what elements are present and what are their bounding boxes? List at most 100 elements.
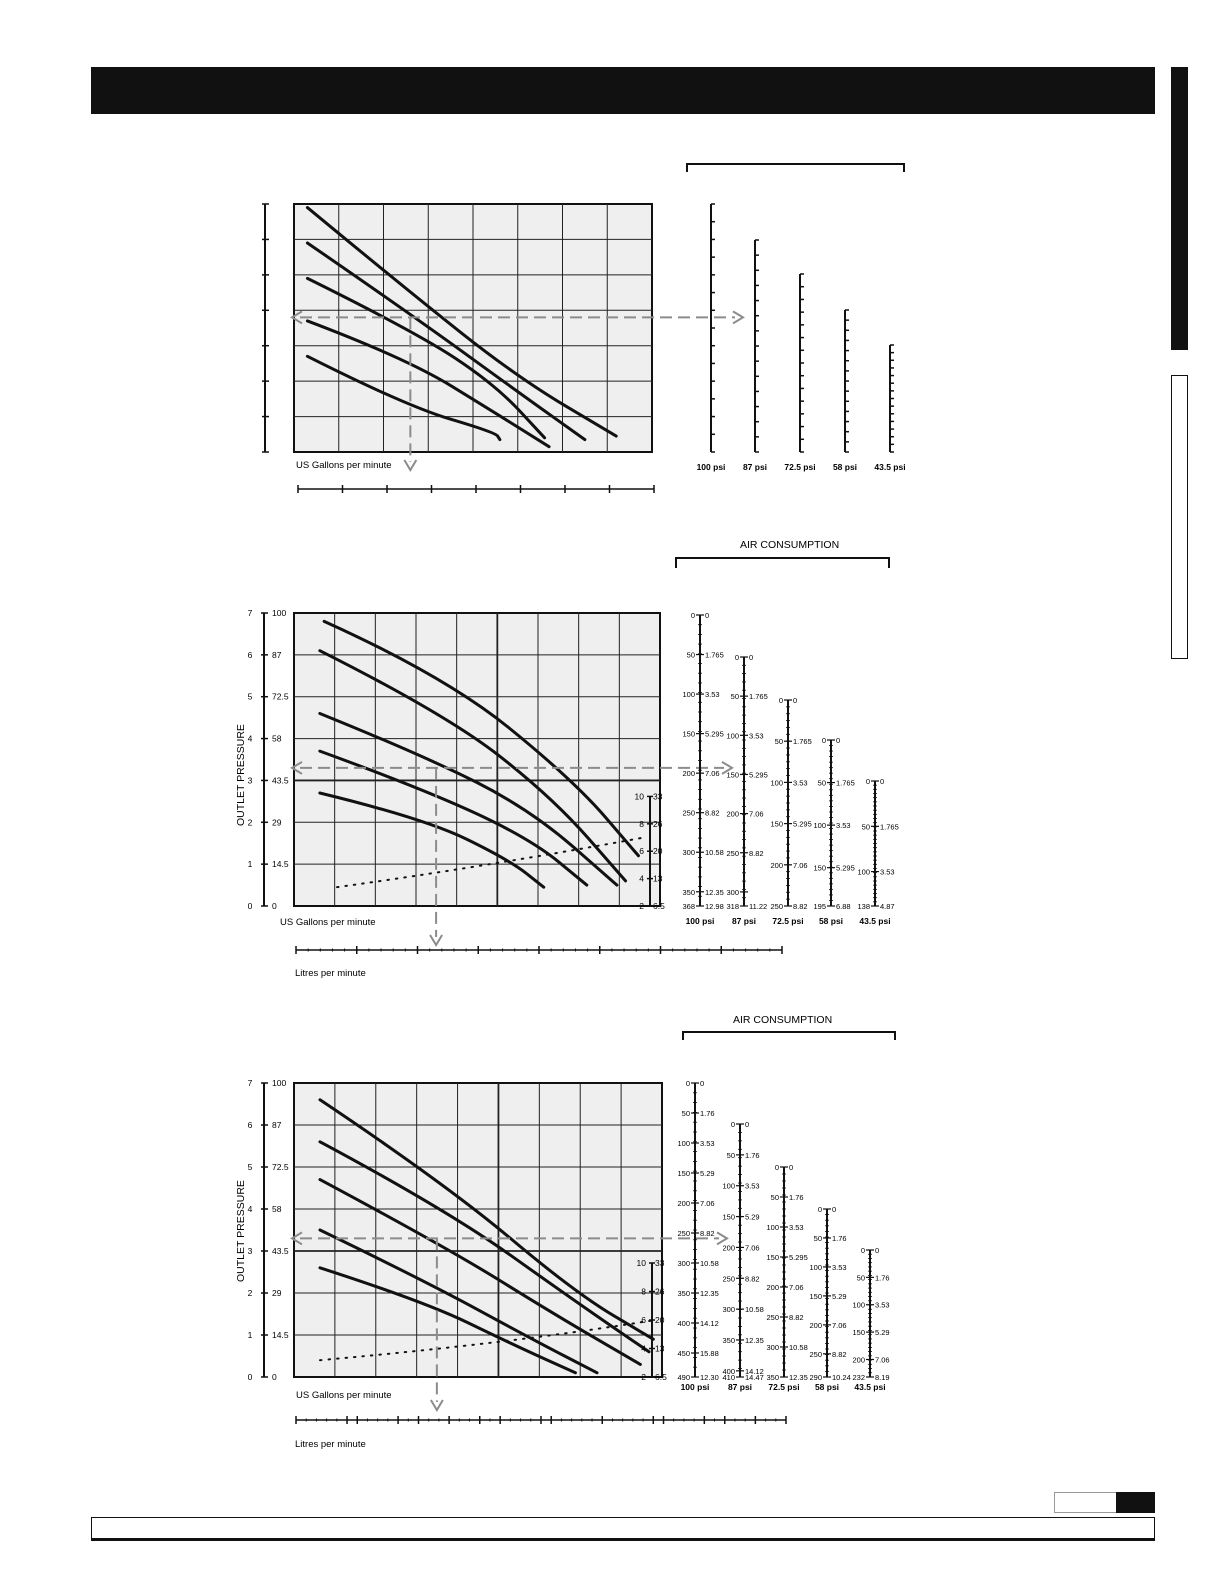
series-line-1 [318, 1098, 655, 1341]
y-tick-label-bar: 6 [248, 650, 253, 660]
air-scale-litres-label: 150 [682, 730, 695, 739]
air-scale-label: 87 psi [728, 1382, 752, 1392]
y-tick-label-psi: 72.5 [272, 692, 289, 702]
air-scale-litres-label: 368 [682, 902, 695, 911]
air-scale-litres-label: 150 [770, 820, 783, 829]
air-scale-cfm-label: 3.53 [745, 1182, 760, 1191]
right-tick-label-b: 33 [653, 791, 663, 801]
air-scale-litres-label: 50 [771, 1193, 779, 1202]
air-scale-cfm-label: 6.88 [836, 902, 851, 911]
y-tick-label-psi: 0 [272, 1372, 277, 1382]
air-scale-cfm-label: 14.47 [745, 1373, 764, 1382]
right-tick-label-b: 6.5 [655, 1372, 667, 1382]
air-scale-litres-label: 150 [813, 864, 826, 873]
right-tick-label-a: 4 [639, 874, 644, 884]
y-tick-label-psi: 14.5 [272, 859, 289, 869]
air-scale-litres-label: 200 [677, 1199, 690, 1208]
arrow-right-icon [716, 1231, 729, 1246]
air-scale-cfm-label: 8.82 [832, 1350, 847, 1359]
air-scale-cfm-label: 0 [832, 1205, 836, 1214]
air-scale-litres-label: 50 [727, 1151, 735, 1160]
y-tick-label-bar: 4 [248, 1204, 253, 1214]
chart-2-air-bracket [675, 557, 890, 568]
right-tick-label-a: 6 [641, 1315, 646, 1325]
chart-3-series [318, 1098, 655, 1375]
chart-1-series [305, 206, 618, 449]
right-tick-label-b: 6.5 [653, 901, 665, 911]
air-scale-litres-label: 200 [726, 810, 739, 819]
air-scale-litres-label: 100 [677, 1139, 690, 1148]
air-scale-cfm-label: 0 [745, 1120, 749, 1129]
air-scale-litres-label: 50 [775, 737, 783, 746]
chart-3-plot-area [293, 1082, 663, 1378]
efficiency-dotted-line [318, 1319, 655, 1362]
air-scale-label: 58 psi [833, 462, 857, 472]
y-tick-label-psi: 87 [272, 1120, 282, 1130]
air-scale-cfm-label: 1.765 [749, 692, 768, 701]
arrow-right-icon [721, 761, 734, 775]
right-tick-label-a: 2 [641, 1372, 646, 1382]
air-scale-litres-label: 410 [722, 1373, 735, 1382]
air-scale-label: 43.5 psi [854, 1382, 885, 1392]
series-line-2 [318, 649, 628, 883]
y-tick-label-bar: 6 [248, 1120, 253, 1130]
chart-3-guide-arrows [290, 1231, 729, 1412]
air-scale-cfm-label: 8.82 [789, 1313, 804, 1322]
chart-2-air-title: AIR CONSUMPTION [740, 539, 839, 551]
air-scale-litres-label: 150 [722, 1213, 735, 1222]
air-scale-cfm-label: 12.30 [700, 1373, 719, 1382]
air-scale-litres-label: 300 [726, 888, 739, 897]
right-tick-label-a: 8 [639, 819, 644, 829]
chart-2-guide-arrows [290, 761, 734, 947]
air-scale-cfm-label: 3.53 [705, 690, 720, 699]
air-scale-cfm-label: 3.53 [700, 1139, 715, 1148]
right-tick-label-b: 13 [655, 1344, 665, 1354]
chart-1-litres-axis [297, 485, 655, 493]
chart-3-air-bracket [682, 1031, 896, 1040]
air-scale-litres-label: 50 [731, 692, 739, 701]
air-scale-cfm-label: 1.765 [793, 737, 812, 746]
air-scale-litres-label: 100 [857, 868, 870, 877]
air-scale-cfm-label: 7.06 [749, 810, 764, 819]
y-tick-label-psi: 29 [272, 1288, 282, 1298]
air-scale-cfm-label: 5.29 [700, 1169, 715, 1178]
air-scale-litres-label: 50 [818, 779, 826, 788]
y-tick-label-psi: 100 [272, 1078, 286, 1088]
air-scale-litres-label: 250 [809, 1350, 822, 1359]
chart-2-right-axis: 2 6.5 4 13 6 20 8 26 10 33 [635, 791, 666, 911]
air-scale-litres-label: 300 [722, 1305, 735, 1314]
air-scale-cfm-label: 10.58 [745, 1305, 764, 1314]
arrow-left-icon [290, 761, 303, 775]
chart-2-plot-area [293, 612, 661, 907]
air-scale-litres-label: 195 [813, 902, 826, 911]
chart-1-guide-arrows [290, 310, 745, 472]
air-scale-cfm-label: 10.58 [789, 1343, 808, 1352]
chart-1-x-label: US Gallons per minute [296, 460, 392, 471]
y-tick-label-psi: 0 [272, 901, 277, 911]
right-tick-label-b: 33 [655, 1258, 665, 1268]
y-tick-label-bar: 0 [248, 1372, 253, 1382]
right-tick-label-a: 8 [641, 1287, 646, 1297]
air-scale-cfm-label: 7.06 [793, 861, 808, 870]
air-scale-label: 100 psi [686, 916, 715, 926]
right-tick-label-b: 26 [655, 1287, 665, 1297]
arrow-down-icon [403, 459, 418, 472]
air-scale-cfm-label: 3.53 [880, 868, 895, 877]
air-scale-cfm-label: 1.76 [789, 1193, 804, 1202]
chart-2-y-label: OUTLET PRESSURE [235, 724, 247, 826]
air-scale-cfm-label: 5.29 [875, 1328, 890, 1337]
air-scale-cfm-label: 8.82 [745, 1274, 760, 1283]
y-tick-label-psi: 29 [272, 817, 282, 827]
air-scale-cfm-label: 3.53 [793, 778, 808, 787]
air-scale-cfm-label: 12.35 [705, 888, 724, 897]
air-scale-cfm-label: 0 [836, 736, 840, 745]
air-scale-cfm-label: 0 [789, 1163, 793, 1172]
air-scale-cfm-label: 7.06 [745, 1243, 760, 1252]
air-scale-cfm-label: 1.76 [832, 1234, 847, 1243]
chart-1-y-axis [262, 203, 269, 453]
series-line-2 [318, 1140, 651, 1354]
air-scale-litres-label: 0 [779, 696, 783, 705]
chart-3-litres-axis [295, 1416, 787, 1424]
air-scale-cfm-label: 8.82 [793, 902, 808, 911]
chart-3-x-label: US Gallons per minute [296, 1390, 392, 1401]
